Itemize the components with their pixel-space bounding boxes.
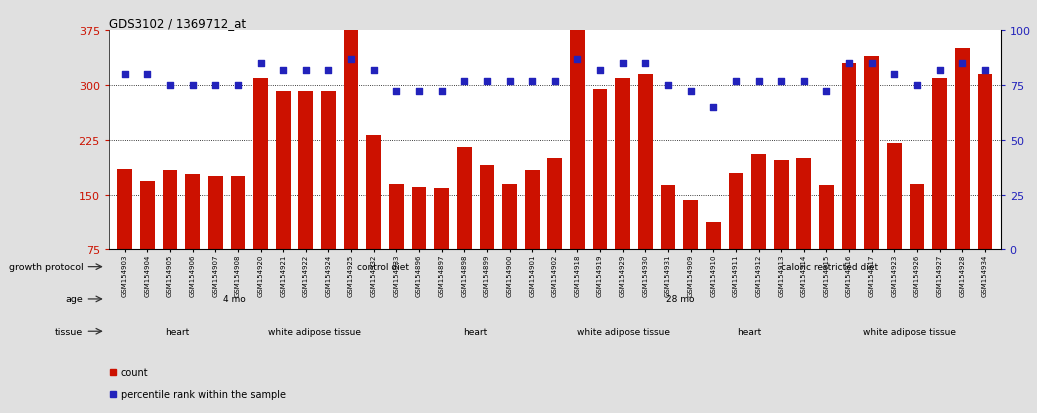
Point <box>908 82 925 89</box>
Text: GDS3102 / 1369712_at: GDS3102 / 1369712_at <box>109 17 246 30</box>
Bar <box>615 78 630 305</box>
Point <box>954 60 971 67</box>
Text: caloric restricted diet: caloric restricted diet <box>781 263 877 271</box>
Point <box>139 71 156 78</box>
Bar <box>593 89 608 305</box>
Point <box>841 60 858 67</box>
Point <box>388 89 404 95</box>
Bar <box>525 171 539 305</box>
Bar <box>706 222 721 305</box>
Bar <box>389 184 403 305</box>
Point <box>931 67 948 74</box>
Point <box>705 104 722 111</box>
Point <box>433 89 450 95</box>
Bar <box>548 159 562 305</box>
Bar <box>570 31 585 305</box>
Point <box>818 89 835 95</box>
Point <box>162 82 178 89</box>
Bar <box>140 182 155 305</box>
Text: heart: heart <box>737 327 761 336</box>
Point <box>343 56 360 63</box>
Point <box>773 78 789 85</box>
Bar <box>117 170 132 305</box>
Bar <box>479 166 495 305</box>
Text: control diet: control diet <box>358 263 410 271</box>
Point <box>185 82 201 89</box>
Point <box>728 78 745 85</box>
Text: tissue: tissue <box>55 327 83 336</box>
Bar <box>276 92 290 305</box>
Point <box>637 60 653 67</box>
Text: heart: heart <box>463 327 487 336</box>
Text: percentile rank within the sample: percentile rank within the sample <box>120 389 285 399</box>
Point <box>977 67 993 74</box>
Point <box>298 67 314 74</box>
Point <box>795 78 812 85</box>
Bar <box>321 92 336 305</box>
Text: white adipose tissue: white adipose tissue <box>577 327 670 336</box>
Bar <box>909 184 924 305</box>
Bar <box>343 31 359 305</box>
Bar <box>751 155 766 305</box>
Bar <box>774 161 788 305</box>
Text: growth protocol: growth protocol <box>8 263 83 271</box>
Bar <box>978 75 992 305</box>
Bar <box>230 176 246 305</box>
Bar <box>661 186 675 305</box>
Point <box>252 60 269 67</box>
Point <box>592 67 609 74</box>
Bar <box>457 148 472 305</box>
Point <box>524 78 540 85</box>
Text: age: age <box>65 295 83 304</box>
Bar <box>729 173 744 305</box>
Point <box>320 67 337 74</box>
Point <box>411 89 427 95</box>
Bar <box>864 57 879 305</box>
Bar <box>819 186 834 305</box>
Bar <box>207 176 223 305</box>
Bar <box>638 75 652 305</box>
Point <box>229 82 246 89</box>
Text: 28 mo: 28 mo <box>667 295 695 304</box>
Point <box>546 78 563 85</box>
Bar <box>502 185 516 305</box>
Point <box>501 78 517 85</box>
Bar <box>955 49 970 305</box>
Bar <box>412 188 426 305</box>
Bar <box>186 175 200 305</box>
Point <box>614 60 630 67</box>
Point <box>365 67 382 74</box>
Point <box>275 67 291 74</box>
Bar <box>163 171 177 305</box>
Point <box>116 71 133 78</box>
Bar <box>366 135 381 305</box>
Text: count: count <box>120 367 148 377</box>
Point <box>660 82 676 89</box>
Bar <box>299 92 313 305</box>
Bar <box>435 189 449 305</box>
Bar <box>683 200 698 305</box>
Bar <box>796 159 811 305</box>
Bar <box>253 78 268 305</box>
Text: white adipose tissue: white adipose tissue <box>863 327 956 336</box>
Point <box>456 78 473 85</box>
Point <box>750 78 766 85</box>
Point <box>479 78 496 85</box>
Bar <box>842 64 857 305</box>
Text: 4 mo: 4 mo <box>223 295 246 304</box>
Point <box>886 71 902 78</box>
Bar <box>932 78 947 305</box>
Point <box>569 56 586 63</box>
Bar <box>887 144 902 305</box>
Point <box>207 82 224 89</box>
Point <box>682 89 699 95</box>
Text: heart: heart <box>165 327 190 336</box>
Text: white adipose tissue: white adipose tissue <box>269 327 361 336</box>
Point <box>864 60 880 67</box>
